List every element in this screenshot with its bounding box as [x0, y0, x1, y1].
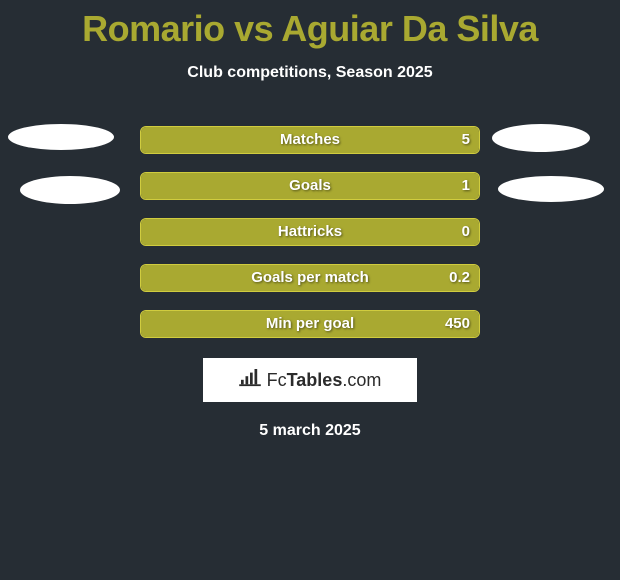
comparison-chart: Matches5Goals1Hattricks0Goals per match0… [0, 126, 620, 338]
decorative-ellipse [498, 176, 604, 202]
decorative-ellipse [8, 124, 114, 150]
bar-track [140, 310, 480, 338]
bar-track [140, 172, 480, 200]
bar-track [140, 264, 480, 292]
stat-row: Goals per match0.2 [0, 264, 620, 292]
stat-row: Min per goal450 [0, 310, 620, 338]
decorative-ellipse [20, 176, 120, 204]
bar-fill [141, 219, 479, 245]
bar-chart-icon [239, 369, 261, 392]
bar-fill [141, 173, 479, 199]
bar-fill [141, 127, 479, 153]
page-subtitle: Club competitions, Season 2025 [0, 64, 620, 82]
bar-fill [141, 265, 479, 291]
footer-date: 5 march 2025 [0, 422, 620, 440]
bar-track [140, 218, 480, 246]
page-title: Romario vs Aguiar Da Silva [0, 0, 620, 50]
stat-row: Hattricks0 [0, 218, 620, 246]
bar-fill [141, 311, 479, 337]
bar-track [140, 126, 480, 154]
decorative-ellipse [492, 124, 590, 152]
logo-text: FcTables.com [267, 370, 382, 391]
logo-prefix: Fc [267, 370, 287, 390]
logo-box: FcTables.com [203, 358, 417, 402]
logo-main: Tables [287, 370, 343, 390]
logo-suffix: .com [342, 370, 381, 390]
